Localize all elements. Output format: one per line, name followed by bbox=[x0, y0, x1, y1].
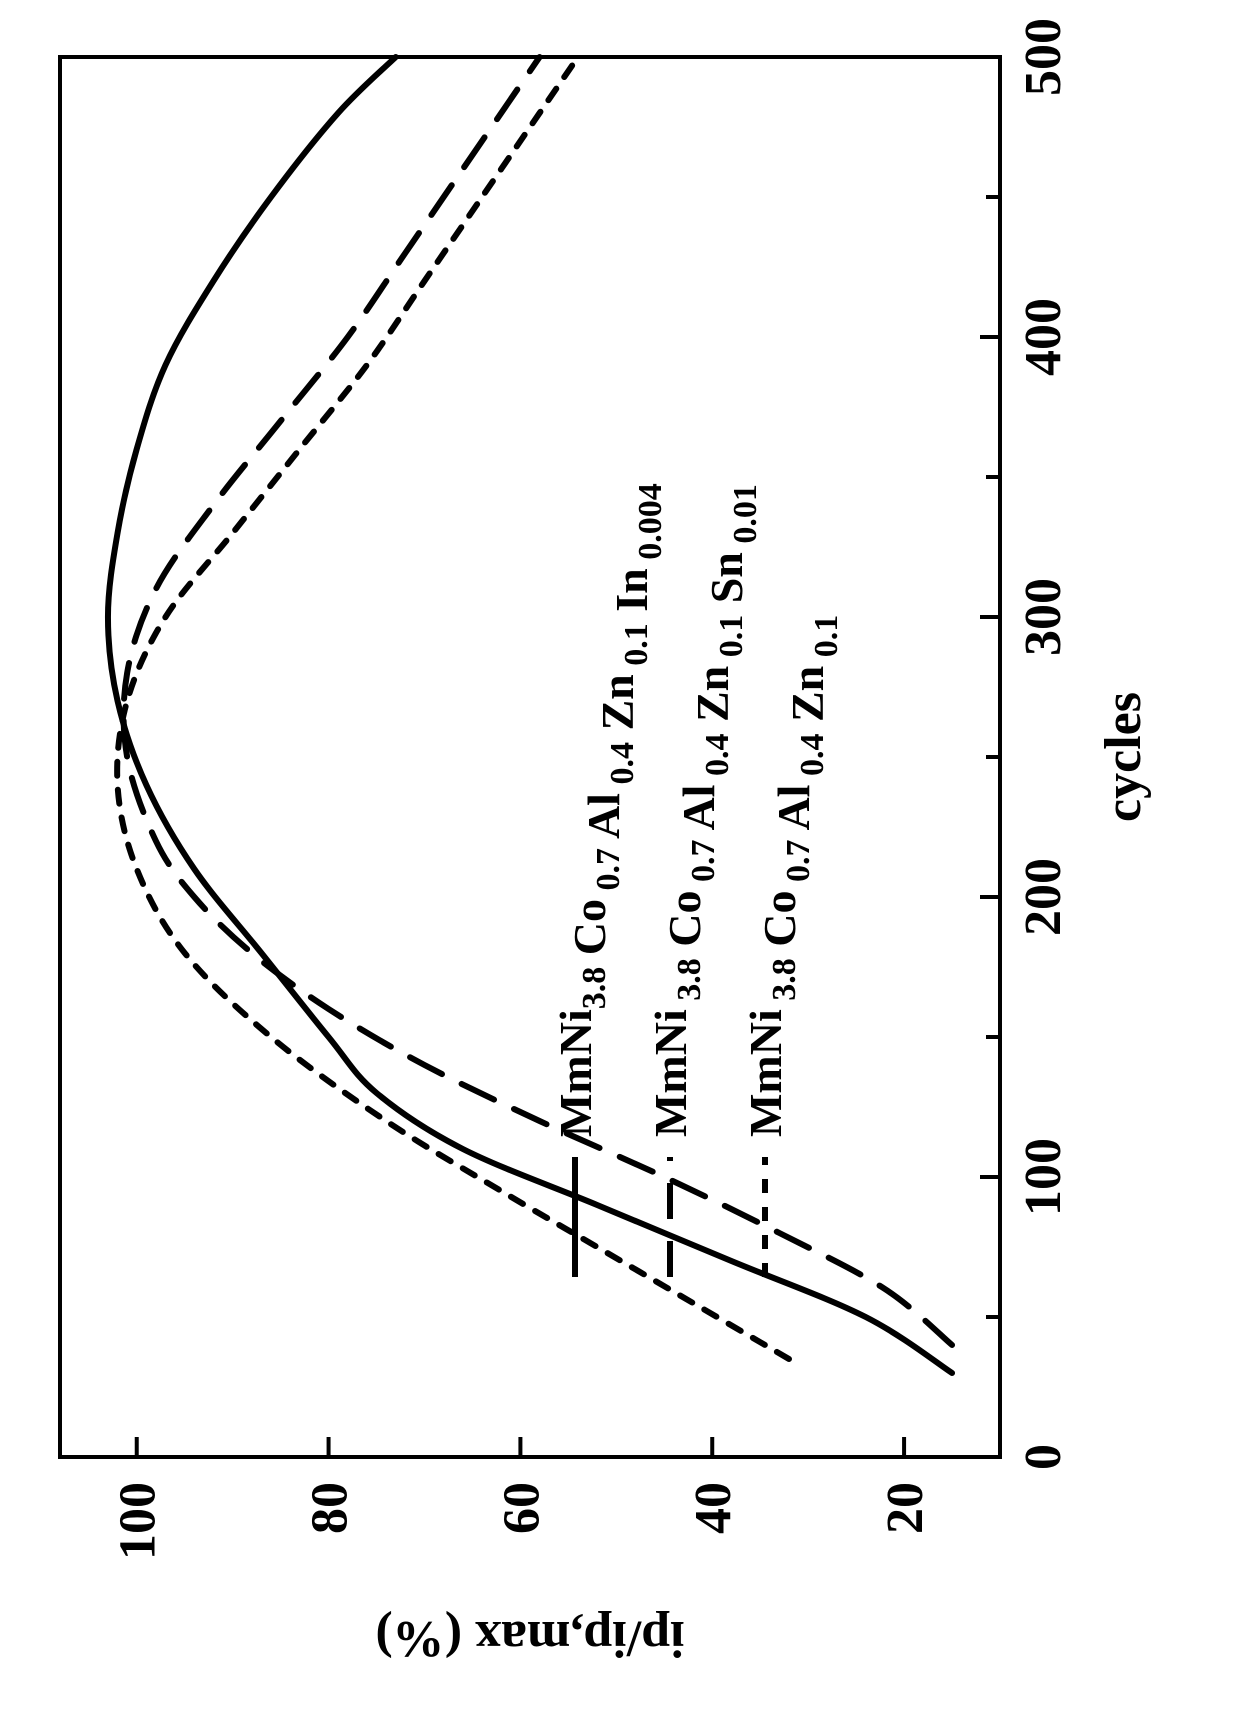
chart-inner: 0 100 200 300 400 500 20 40 60 80 100 cycles ip/ip,m… bbox=[0, 0, 1240, 1717]
x-tick-label: 0 bbox=[1015, 1444, 1072, 1470]
y-tick-label: 80 bbox=[302, 1482, 359, 1534]
y-tick-label: 100 bbox=[110, 1482, 167, 1560]
y-axis-title: ip/ip,max (%) bbox=[375, 1610, 684, 1667]
legend-label-s3: MmNi 3.8 Co 0.7 Al 0.4 Zn 0.1 bbox=[740, 615, 845, 1137]
x-tick-label: 400 bbox=[1015, 298, 1072, 376]
x-tick-label: 300 bbox=[1015, 578, 1072, 656]
y-tick-label: 60 bbox=[493, 1482, 550, 1534]
y-tick-label: 20 bbox=[877, 1482, 934, 1534]
x-tick-label: 100 bbox=[1015, 1138, 1072, 1216]
chart-rotated-wrapper: 010020030040050020406080100cyclesip/ip,m… bbox=[0, 477, 1240, 1717]
x-tick-label: 200 bbox=[1015, 858, 1072, 936]
x-axis-title: cycles bbox=[1095, 692, 1152, 822]
y-tick-label: 40 bbox=[685, 1482, 742, 1534]
line-chart: 0 100 200 300 400 500 20 40 60 80 100 cycles ip/ip,m… bbox=[0, 0, 1240, 1717]
x-tick-label: 500 bbox=[1015, 18, 1072, 96]
